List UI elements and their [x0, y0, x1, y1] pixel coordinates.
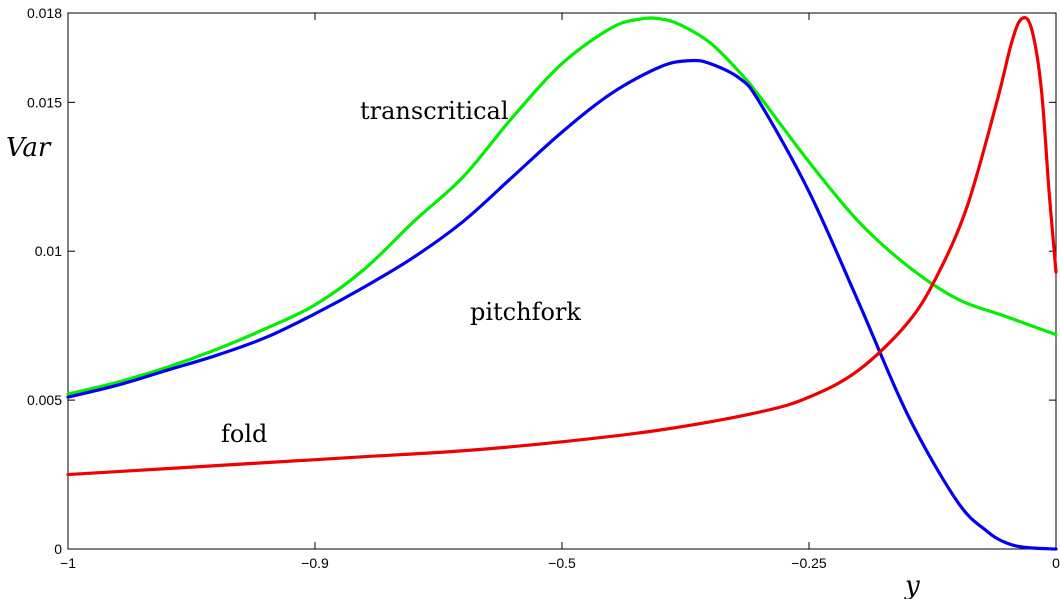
y-tick-label: 0	[54, 541, 62, 557]
y-tick-label: 0.015	[27, 94, 62, 110]
annotation-pitchfork: pitchfork	[470, 298, 581, 326]
x-tick-label: −0.25	[791, 555, 827, 571]
y-tick-label: 0.005	[27, 392, 62, 408]
series-line-green	[66, 16, 1058, 396]
series-line-red	[66, 16, 1058, 477]
series-line-blue	[66, 58, 1058, 551]
annotation-fold: fold	[221, 420, 267, 448]
annotation-transcritical: transcritical	[360, 97, 509, 125]
series-group	[66, 16, 1058, 551]
x-axis-label: y	[904, 571, 920, 599]
x-tick-label: −1	[60, 555, 76, 571]
y-tick-label: 0.018	[27, 5, 62, 21]
plot-frame	[67, 12, 1057, 550]
ticks: 0 0.005 0.01 0.015 0.018 −1 −0.9 −0.5 −0.25 0	[27, 5, 1060, 571]
y-axis-label: Var	[6, 133, 52, 163]
x-tick-label: 0	[1052, 555, 1060, 571]
x-tick-label: −0.5	[548, 555, 576, 571]
x-tick-label: −0.9	[301, 555, 329, 571]
y-tick-label: 0.01	[35, 243, 62, 259]
